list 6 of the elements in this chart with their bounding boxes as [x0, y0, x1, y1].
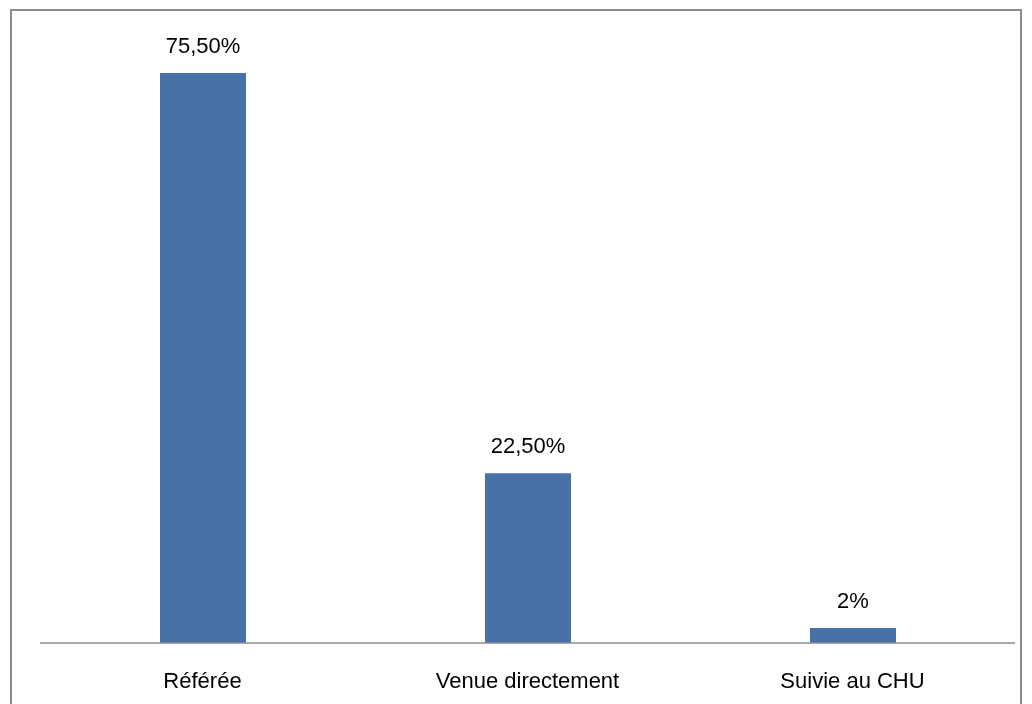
data-label: 22,50% [490, 433, 566, 459]
data-label: 2% [837, 587, 869, 613]
x-tick-label: Référée [163, 667, 242, 693]
x-tick-label: Venue directement [435, 667, 620, 693]
data-label: 75,50% [165, 32, 241, 58]
x-tick-label: Suivie au CHU [780, 667, 925, 693]
